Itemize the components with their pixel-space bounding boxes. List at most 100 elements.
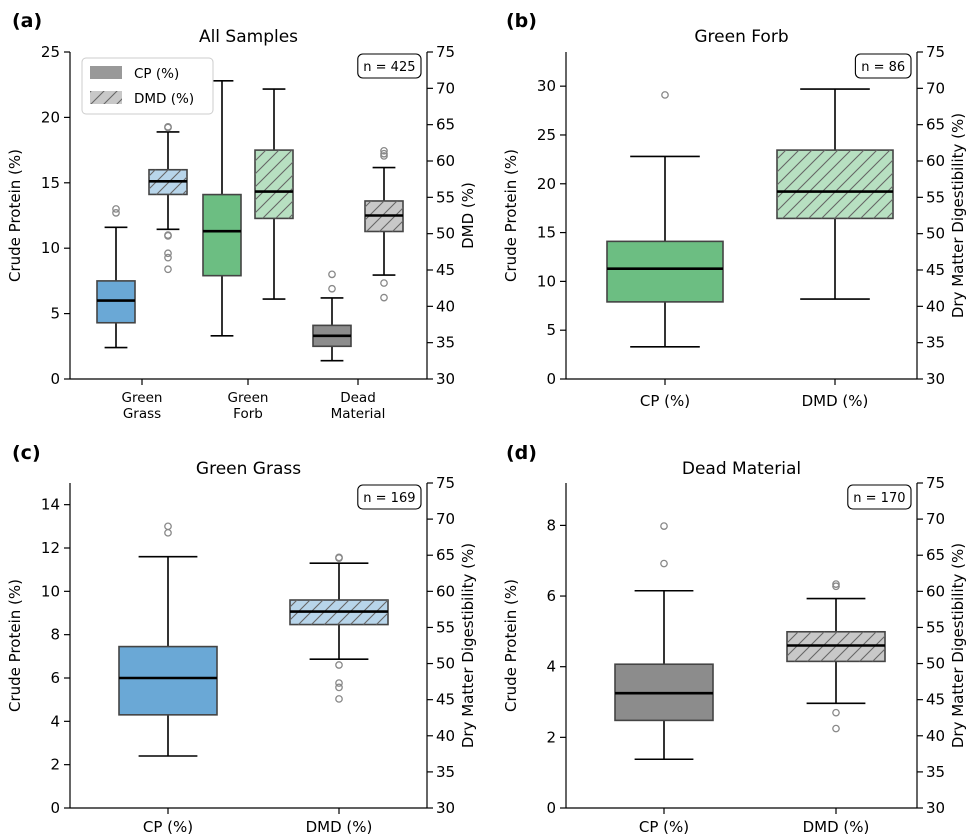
cp-box xyxy=(202,79,242,337)
outlier-point xyxy=(335,695,343,703)
panel-title: All Samples xyxy=(199,27,298,47)
left-tick-label: 2 xyxy=(546,728,556,746)
panel-title: Green Forb xyxy=(694,27,788,47)
outlier-point xyxy=(832,582,840,591)
y2-axis-label: Dry Matter Digestibility (%) xyxy=(949,543,967,748)
cp-box xyxy=(614,522,714,761)
right-tick-label: 65 xyxy=(926,546,945,564)
outlier-point xyxy=(335,683,343,692)
box-body xyxy=(118,645,218,716)
legend: CP (%) DMD (%) xyxy=(81,57,214,115)
right-tick-label: 55 xyxy=(436,618,455,636)
right-tick-label: 75 xyxy=(436,43,455,61)
cp-box xyxy=(96,205,136,349)
left-tick-label: 25 xyxy=(41,43,60,61)
left-tick-label: 15 xyxy=(537,224,556,242)
outlier-point xyxy=(164,522,172,531)
right-tick-label: 75 xyxy=(436,474,455,492)
outlier-point xyxy=(164,231,172,240)
outlier-point xyxy=(164,528,172,537)
right-tick-label: 45 xyxy=(926,261,945,279)
right-tick-label: 60 xyxy=(926,152,945,170)
left-tick-label: 0 xyxy=(546,370,556,388)
n-label: n = 86 xyxy=(861,60,905,75)
box-body xyxy=(606,240,724,303)
dmd-box xyxy=(364,146,404,302)
left-tick-label: 2 xyxy=(50,756,60,774)
y-axis-label: Crude Protein (%) xyxy=(502,149,520,282)
left-tick-label: 10 xyxy=(537,272,556,290)
left-tick-label: 0 xyxy=(546,799,556,817)
right-tick-label: 30 xyxy=(926,799,945,817)
cp-box xyxy=(312,270,352,362)
outlier-point xyxy=(832,580,840,588)
outlier-point xyxy=(380,293,388,302)
left-tick-label: 8 xyxy=(50,626,60,644)
n-label-box xyxy=(357,53,422,79)
right-tick-label: 55 xyxy=(926,188,945,206)
outlier-point xyxy=(164,265,172,274)
panel-tag: (a) xyxy=(12,10,42,32)
outlier-point xyxy=(380,279,388,287)
box-hatch xyxy=(255,150,293,219)
right-tick-label: 45 xyxy=(436,261,455,279)
legend-dmd-label: DMD (%) xyxy=(134,91,194,107)
dmd-box xyxy=(254,88,294,300)
left-tick-label: 5 xyxy=(546,321,556,339)
right-tick-label: 45 xyxy=(436,691,455,709)
right-tick-label: 50 xyxy=(436,225,455,243)
right-tick-label: 45 xyxy=(926,691,945,709)
panel-tag: (c) xyxy=(12,442,41,464)
outlier-point xyxy=(832,708,840,717)
right-tick-label: 55 xyxy=(926,618,945,636)
chart-panel: (b) Green Forb 0 5 10 15 20 25 30 30 35 40 45 50 55 60 6… xyxy=(502,10,967,410)
right-tick-label: 30 xyxy=(926,370,945,388)
right-tick-label: 40 xyxy=(436,297,455,315)
n-label: n = 170 xyxy=(853,491,905,506)
panel-title: Green Grass xyxy=(196,459,301,479)
right-tick-label: 40 xyxy=(926,727,945,745)
dmd-box xyxy=(148,122,188,274)
legend-dmd-hatch xyxy=(90,91,122,104)
cp-box xyxy=(118,522,218,757)
left-tick-label: 30 xyxy=(537,77,556,95)
left-tick-label: 20 xyxy=(41,108,60,126)
right-tick-label: 75 xyxy=(926,43,945,61)
right-tick-label: 50 xyxy=(926,225,945,243)
panel-tag: (b) xyxy=(506,10,537,32)
category-label: CP (%) xyxy=(143,818,193,836)
category-label: DMD (%) xyxy=(306,818,373,836)
chart-panel: (a) All Samples 0 5 10 15 20 25 30 35 40 45 50 55 60 65… xyxy=(6,10,477,422)
box-body xyxy=(96,280,136,324)
outlier-point xyxy=(335,553,343,562)
outlier-point xyxy=(328,270,336,279)
outlier-point xyxy=(112,209,120,217)
outlier-point xyxy=(661,91,669,99)
left-tick-label: 0 xyxy=(50,799,60,817)
right-tick-label: 75 xyxy=(926,474,945,492)
category-label: Material xyxy=(331,406,386,422)
outlier-point xyxy=(164,253,172,262)
cp-box xyxy=(606,91,724,348)
y-axis-label: Crude Protein (%) xyxy=(502,579,520,712)
dmd-box xyxy=(289,553,389,703)
left-tick-label: 8 xyxy=(546,516,556,534)
outlier-point xyxy=(335,679,343,687)
right-tick-label: 35 xyxy=(436,334,455,352)
right-tick-label: 35 xyxy=(926,334,945,352)
y2-axis-label: Dry Matter Digestibility (%) xyxy=(949,113,967,318)
right-tick-label: 35 xyxy=(436,763,455,781)
left-tick-label: 6 xyxy=(50,669,60,687)
chart-panel: (d) Dead Material 0 2 4 6 8 30 35 40 45 50 55 60 65 70 7… xyxy=(502,442,967,836)
outlier-point xyxy=(164,249,172,258)
category-label: DMD (%) xyxy=(802,392,869,410)
right-tick-label: 60 xyxy=(436,152,455,170)
outlier-point xyxy=(335,661,343,669)
right-tick-label: 50 xyxy=(436,655,455,673)
right-tick-label: 70 xyxy=(436,79,455,97)
right-tick-label: 40 xyxy=(926,297,945,315)
category-label: Green xyxy=(122,390,163,406)
left-tick-label: 20 xyxy=(537,175,556,193)
y-axis-label: Crude Protein (%) xyxy=(6,579,24,712)
